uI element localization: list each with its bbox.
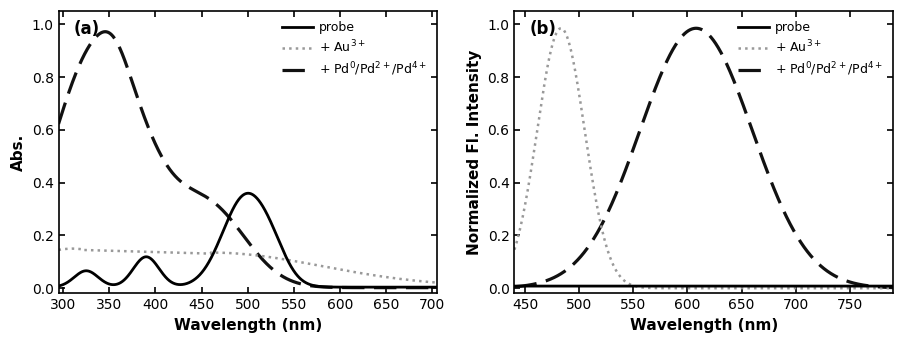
Text: (b): (b): [529, 20, 556, 37]
probe: [97, 278, 107, 282]
+ Pd$^{0}$/Pd$^{2+}$/Pd$^{4+}$: [884, 286, 895, 290]
+ Pd$^{0}$/Pd$^{2+}$/Pd$^{4+}$: [892, 286, 903, 290]
probe: [575, 284, 586, 288]
+ Pd$^{0}$/Pd$^{2+}$/Pd$^{4+}$: [508, 285, 519, 289]
probe: [387, 285, 398, 289]
+ Pd$^{0}$/Pd$^{2+}$/Pd$^{4+}$: [387, 286, 398, 290]
+ Au$^{3+}$: [428, 280, 439, 284]
probe: [884, 284, 895, 288]
X-axis label: Wavelength (nm): Wavelength (nm): [628, 318, 777, 333]
Line: + Au$^{3+}$: + Au$^{3+}$: [514, 28, 898, 288]
+ Pd$^{0}$/Pd$^{2+}$/Pd$^{4+}$: [656, 71, 666, 75]
X-axis label: Wavelength (nm): Wavelength (nm): [173, 318, 321, 333]
+ Pd$^{0}$/Pd$^{2+}$/Pd$^{4+}$: [97, 30, 107, 34]
probe: [656, 284, 666, 288]
+ Au$^{3+}$: [67, 247, 78, 251]
Line: probe: probe: [59, 193, 441, 287]
+ Au$^{3+}$: [892, 286, 903, 290]
+ Pd$^{0}$/Pd$^{2+}$/Pd$^{4+}$: [843, 280, 854, 284]
+ Pd$^{0}$/Pd$^{2+}$/Pd$^{4+}$: [99, 30, 110, 34]
probe: [217, 232, 228, 236]
Line: + Pd$^{0}$/Pd$^{2+}$/Pd$^{4+}$: + Pd$^{0}$/Pd$^{2+}$/Pd$^{4+}$: [59, 32, 441, 288]
Line: + Pd$^{0}$/Pd$^{2+}$/Pd$^{4+}$: + Pd$^{0}$/Pd$^{2+}$/Pd$^{4+}$: [514, 28, 898, 288]
Line: + Au$^{3+}$: + Au$^{3+}$: [59, 249, 441, 283]
+ Au$^{3+}$: [217, 251, 228, 255]
+ Au$^{3+}$: [387, 276, 398, 280]
+ Au$^{3+}$: [884, 286, 895, 290]
+ Pd$^{0}$/Pd$^{2+}$/Pd$^{4+}$: [575, 254, 586, 258]
+ Au$^{3+}$: [554, 26, 565, 30]
probe: [892, 284, 903, 288]
+ Au$^{3+}$: [119, 249, 130, 253]
+ Au$^{3+}$: [672, 286, 683, 290]
probe: [672, 284, 683, 288]
+ Au$^{3+}$: [200, 251, 210, 256]
+ Pd$^{0}$/Pd$^{2+}$/Pd$^{4+}$: [428, 286, 439, 290]
+ Pd$^{0}$/Pd$^{2+}$/Pd$^{4+}$: [217, 208, 228, 212]
probe: [119, 277, 130, 281]
+ Au$^{3+}$: [435, 281, 446, 285]
+ Au$^{3+}$: [508, 248, 519, 252]
probe: [435, 285, 446, 289]
+ Au$^{3+}$: [575, 105, 586, 109]
probe: [508, 284, 519, 288]
+ Pd$^{0}$/Pd$^{2+}$/Pd$^{4+}$: [119, 59, 130, 63]
+ Au$^{3+}$: [53, 248, 64, 252]
Y-axis label: Normalized Fl. Intensity: Normalized Fl. Intensity: [467, 50, 481, 255]
probe: [428, 285, 439, 289]
+ Pd$^{0}$/Pd$^{2+}$/Pd$^{4+}$: [200, 194, 210, 198]
probe: [53, 284, 64, 288]
+ Au$^{3+}$: [843, 286, 854, 290]
probe: [243, 191, 254, 195]
Y-axis label: Abs.: Abs.: [11, 134, 26, 171]
Legend: probe, + Au$^{3+}$, + Pd$^{0}$/Pd$^{2+}$/Pd$^{4+}$: probe, + Au$^{3+}$, + Pd$^{0}$/Pd$^{2+}$…: [733, 17, 886, 82]
+ Au$^{3+}$: [97, 248, 107, 252]
probe: [200, 266, 210, 270]
Text: (a): (a): [73, 20, 99, 37]
+ Pd$^{0}$/Pd$^{2+}$/Pd$^{4+}$: [690, 26, 701, 30]
+ Pd$^{0}$/Pd$^{2+}$/Pd$^{4+}$: [53, 122, 64, 126]
+ Au$^{3+}$: [656, 286, 666, 290]
+ Pd$^{0}$/Pd$^{2+}$/Pd$^{4+}$: [553, 273, 563, 277]
probe: [553, 284, 563, 288]
Legend: probe, + Au$^{3+}$, + Pd$^{0}$/Pd$^{2+}$/Pd$^{4+}$: probe, + Au$^{3+}$, + Pd$^{0}$/Pd$^{2+}$…: [277, 17, 430, 82]
+ Pd$^{0}$/Pd$^{2+}$/Pd$^{4+}$: [672, 39, 683, 43]
probe: [843, 284, 854, 288]
+ Pd$^{0}$/Pd$^{2+}$/Pd$^{4+}$: [435, 286, 446, 290]
+ Au$^{3+}$: [553, 28, 563, 32]
